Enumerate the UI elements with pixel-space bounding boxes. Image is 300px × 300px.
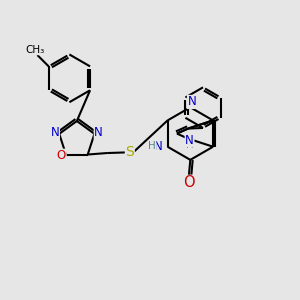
Text: N: N [154, 140, 163, 153]
Text: H: H [148, 141, 156, 151]
Text: H: H [186, 140, 194, 150]
Text: N: N [94, 126, 103, 139]
Text: CH₃: CH₃ [25, 45, 45, 55]
Text: N: N [185, 134, 194, 147]
Text: S: S [125, 145, 134, 159]
Text: O: O [57, 149, 66, 162]
Text: N: N [188, 95, 196, 108]
Text: N: N [51, 126, 59, 139]
Text: O: O [183, 175, 195, 190]
